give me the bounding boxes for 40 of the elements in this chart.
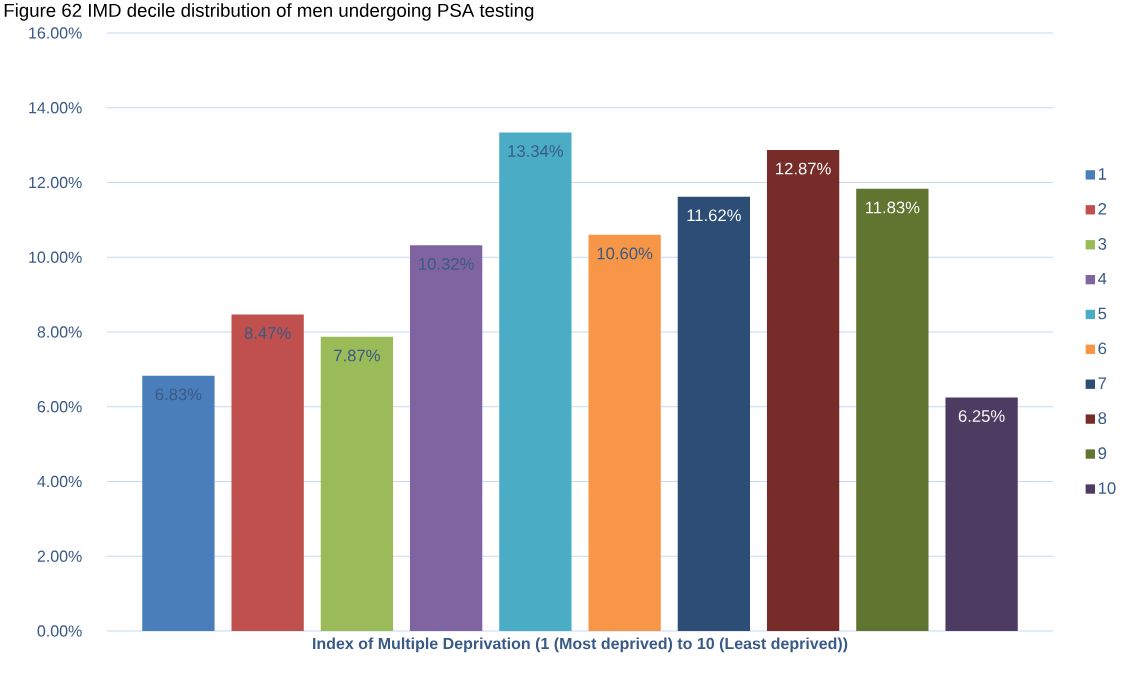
legend-label: 5 xyxy=(1098,307,1107,320)
legend-label: 6 xyxy=(1098,342,1107,355)
bar xyxy=(677,196,751,631)
y-tick-label: 6.00% xyxy=(37,401,82,413)
legend-label: 4 xyxy=(1098,272,1107,285)
legend-label: 7 xyxy=(1098,377,1107,389)
y-tick-label: 12.00% xyxy=(29,176,82,189)
bar xyxy=(409,245,483,631)
data-label: 11.83% xyxy=(866,201,920,214)
y-tick-label: 16.00% xyxy=(29,27,82,39)
bar xyxy=(856,188,929,631)
y-tick-label: 4.00% xyxy=(37,475,82,488)
y-tick-label: 8.00% xyxy=(37,326,82,338)
legend-label: 9 xyxy=(1098,447,1107,460)
y-tick-label: 10.00% xyxy=(29,251,82,263)
legend-label: 2 xyxy=(1098,202,1107,215)
y-tick-label: 14.00% xyxy=(29,102,82,114)
bar xyxy=(766,149,840,631)
data-label: 8.47% xyxy=(244,327,291,339)
data-label: 6.25% xyxy=(958,410,1005,422)
legend-label: 8 xyxy=(1098,412,1107,425)
data-label: 11.62% xyxy=(687,209,741,222)
x-axis-title: Index of Multiple Deprivation (1 (Most deprived) to 10 (Least deprived)) xyxy=(313,637,848,653)
legend-label: 3 xyxy=(1098,237,1107,250)
bar xyxy=(142,375,215,631)
y-tick-label: 2.00% xyxy=(37,550,82,562)
data-label: 10.32% xyxy=(419,258,474,270)
legend-label: 10 xyxy=(1098,482,1116,495)
bar xyxy=(320,336,394,631)
bar xyxy=(499,132,572,631)
data-label: 7.87% xyxy=(334,349,380,362)
y-tick-label: 0.00% xyxy=(37,625,82,637)
data-label: 10.60% xyxy=(597,247,653,260)
bar xyxy=(945,397,1018,631)
legend-label: 1 xyxy=(1098,168,1107,180)
bar xyxy=(588,234,661,631)
data-label: 12.87% xyxy=(776,162,831,175)
chart-title: Figure 62 IMD decile distribution of men undergoing PSA testing xyxy=(4,3,534,21)
bar xyxy=(231,314,304,631)
data-label: 13.34% xyxy=(508,145,564,157)
